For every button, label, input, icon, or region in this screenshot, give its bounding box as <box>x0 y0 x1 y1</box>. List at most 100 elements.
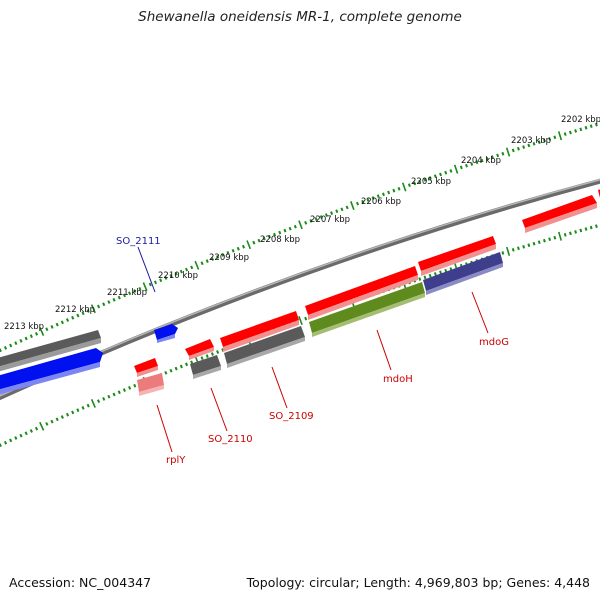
minor-tick <box>387 190 391 195</box>
minor-tick <box>81 406 85 410</box>
gene-label-mdog[interactable]: mdoG <box>479 337 509 348</box>
minor-tick <box>574 230 577 234</box>
minor-tick <box>159 278 163 283</box>
minor-tick <box>366 198 370 202</box>
minor-tick <box>568 130 572 135</box>
minor-tick <box>185 267 189 272</box>
feature-so2111[interactable] <box>154 324 178 340</box>
minor-tick <box>553 135 557 140</box>
tick-label-2211: 2211 kbp <box>107 288 147 298</box>
minor-tick <box>174 366 178 371</box>
minor-tick <box>9 438 13 443</box>
minor-tick <box>169 368 173 373</box>
minor-tick <box>543 238 546 243</box>
feature-pink-rply[interactable] <box>137 373 164 392</box>
major-tick <box>39 327 45 336</box>
minor-tick <box>24 431 28 436</box>
feature-red-2[interactable] <box>305 266 418 315</box>
minor-tick <box>262 236 266 241</box>
feature-grey-so2109[interactable] <box>224 326 305 364</box>
minor-tick <box>428 176 432 180</box>
major-tick <box>194 260 200 270</box>
minor-tick <box>569 231 572 236</box>
minor-tick <box>55 417 59 422</box>
minor-tick <box>86 403 90 408</box>
lower-features <box>137 252 503 396</box>
feature-grey-left[interactable] <box>0 330 101 369</box>
minor-tick <box>278 230 282 235</box>
minor-tick <box>532 241 536 246</box>
feature-red-small-a[interactable] <box>134 358 158 373</box>
feature-red-3[interactable] <box>418 236 496 271</box>
minor-tick <box>3 346 8 350</box>
feature-purple-mdog[interactable] <box>423 252 503 291</box>
gene-label-so2110[interactable]: SO_2110 <box>208 434 253 445</box>
gene-label-so2109[interactable]: SO_2109 <box>269 411 314 422</box>
minor-tick <box>65 318 70 322</box>
gene-label-mdoh[interactable]: mdoH <box>383 374 413 385</box>
feature-red-4[interactable] <box>522 195 597 228</box>
minor-tick <box>14 341 18 346</box>
tick-label-2202: 2202 kbp <box>561 115 600 125</box>
gene-labels: SO_2111 rplY SO_2110 SO_2109 mdoH mdoG <box>116 236 509 466</box>
minor-tick <box>527 243 531 248</box>
minor-tick <box>205 354 209 358</box>
minor-tick <box>407 183 411 188</box>
minor-tick <box>397 186 401 191</box>
minor-tick <box>55 322 59 327</box>
feature-blue-left[interactable] <box>0 348 103 392</box>
feature-red-1[interactable] <box>220 311 299 347</box>
minor-tick <box>392 188 396 193</box>
minor-tick <box>257 238 261 243</box>
minor-tick <box>112 392 116 397</box>
major-tick <box>298 315 303 326</box>
feature-olive-mdoh[interactable] <box>309 282 425 333</box>
gene-label-so2111[interactable]: SO_2111 <box>116 236 161 247</box>
minor-tick <box>179 269 183 274</box>
minor-tick <box>45 422 49 426</box>
minor-tick <box>522 145 526 149</box>
minor-tick <box>288 226 292 231</box>
minor-tick <box>19 338 23 343</box>
minor-tick <box>9 343 13 348</box>
minor-tick <box>81 311 85 316</box>
minor-tick <box>29 429 33 433</box>
minor-tick <box>50 325 54 329</box>
minor-tick <box>371 196 375 200</box>
minor-tick <box>128 386 132 390</box>
minor-tick <box>14 436 18 440</box>
minor-tick <box>459 165 463 170</box>
minor-tick <box>0 348 2 353</box>
minor-tick <box>537 240 541 245</box>
accession-text: Accession: NC_004347 <box>9 575 152 590</box>
genome-summary-text: Topology: circular; Length: 4,969,803 bp… <box>246 575 590 590</box>
major-tick <box>453 164 459 174</box>
minor-tick <box>376 194 380 199</box>
minor-tick <box>563 132 567 136</box>
major-tick <box>505 147 511 157</box>
minor-tick <box>216 350 220 354</box>
gene-label-rply[interactable]: rplY <box>166 455 186 466</box>
minor-tick <box>501 151 505 156</box>
minor-tick <box>293 224 297 229</box>
minor-tick <box>418 277 422 281</box>
ruler-labels: 2202 kbp 2203 kbp 2204 kbp 2205 kbp 2206… <box>4 115 600 332</box>
map-title: Shewanella oneidensis MR-1, complete gen… <box>138 9 462 25</box>
minor-tick <box>226 251 230 255</box>
minor-tick <box>210 257 214 261</box>
minor-tick <box>133 383 137 388</box>
minor-tick <box>107 394 111 399</box>
minor-tick <box>34 426 39 431</box>
minor-tick <box>574 129 578 133</box>
feature-grey-so2110[interactable] <box>190 355 221 375</box>
minor-tick <box>511 248 515 252</box>
minor-tick <box>324 213 328 217</box>
tick-label-2209: 2209 kbp <box>209 253 249 263</box>
minor-tick <box>356 201 360 206</box>
major-tick <box>298 220 303 230</box>
minor-tick <box>3 440 8 445</box>
minor-tick <box>169 274 173 278</box>
minor-tick <box>563 232 567 237</box>
feature-red-small-b[interactable] <box>185 339 214 356</box>
